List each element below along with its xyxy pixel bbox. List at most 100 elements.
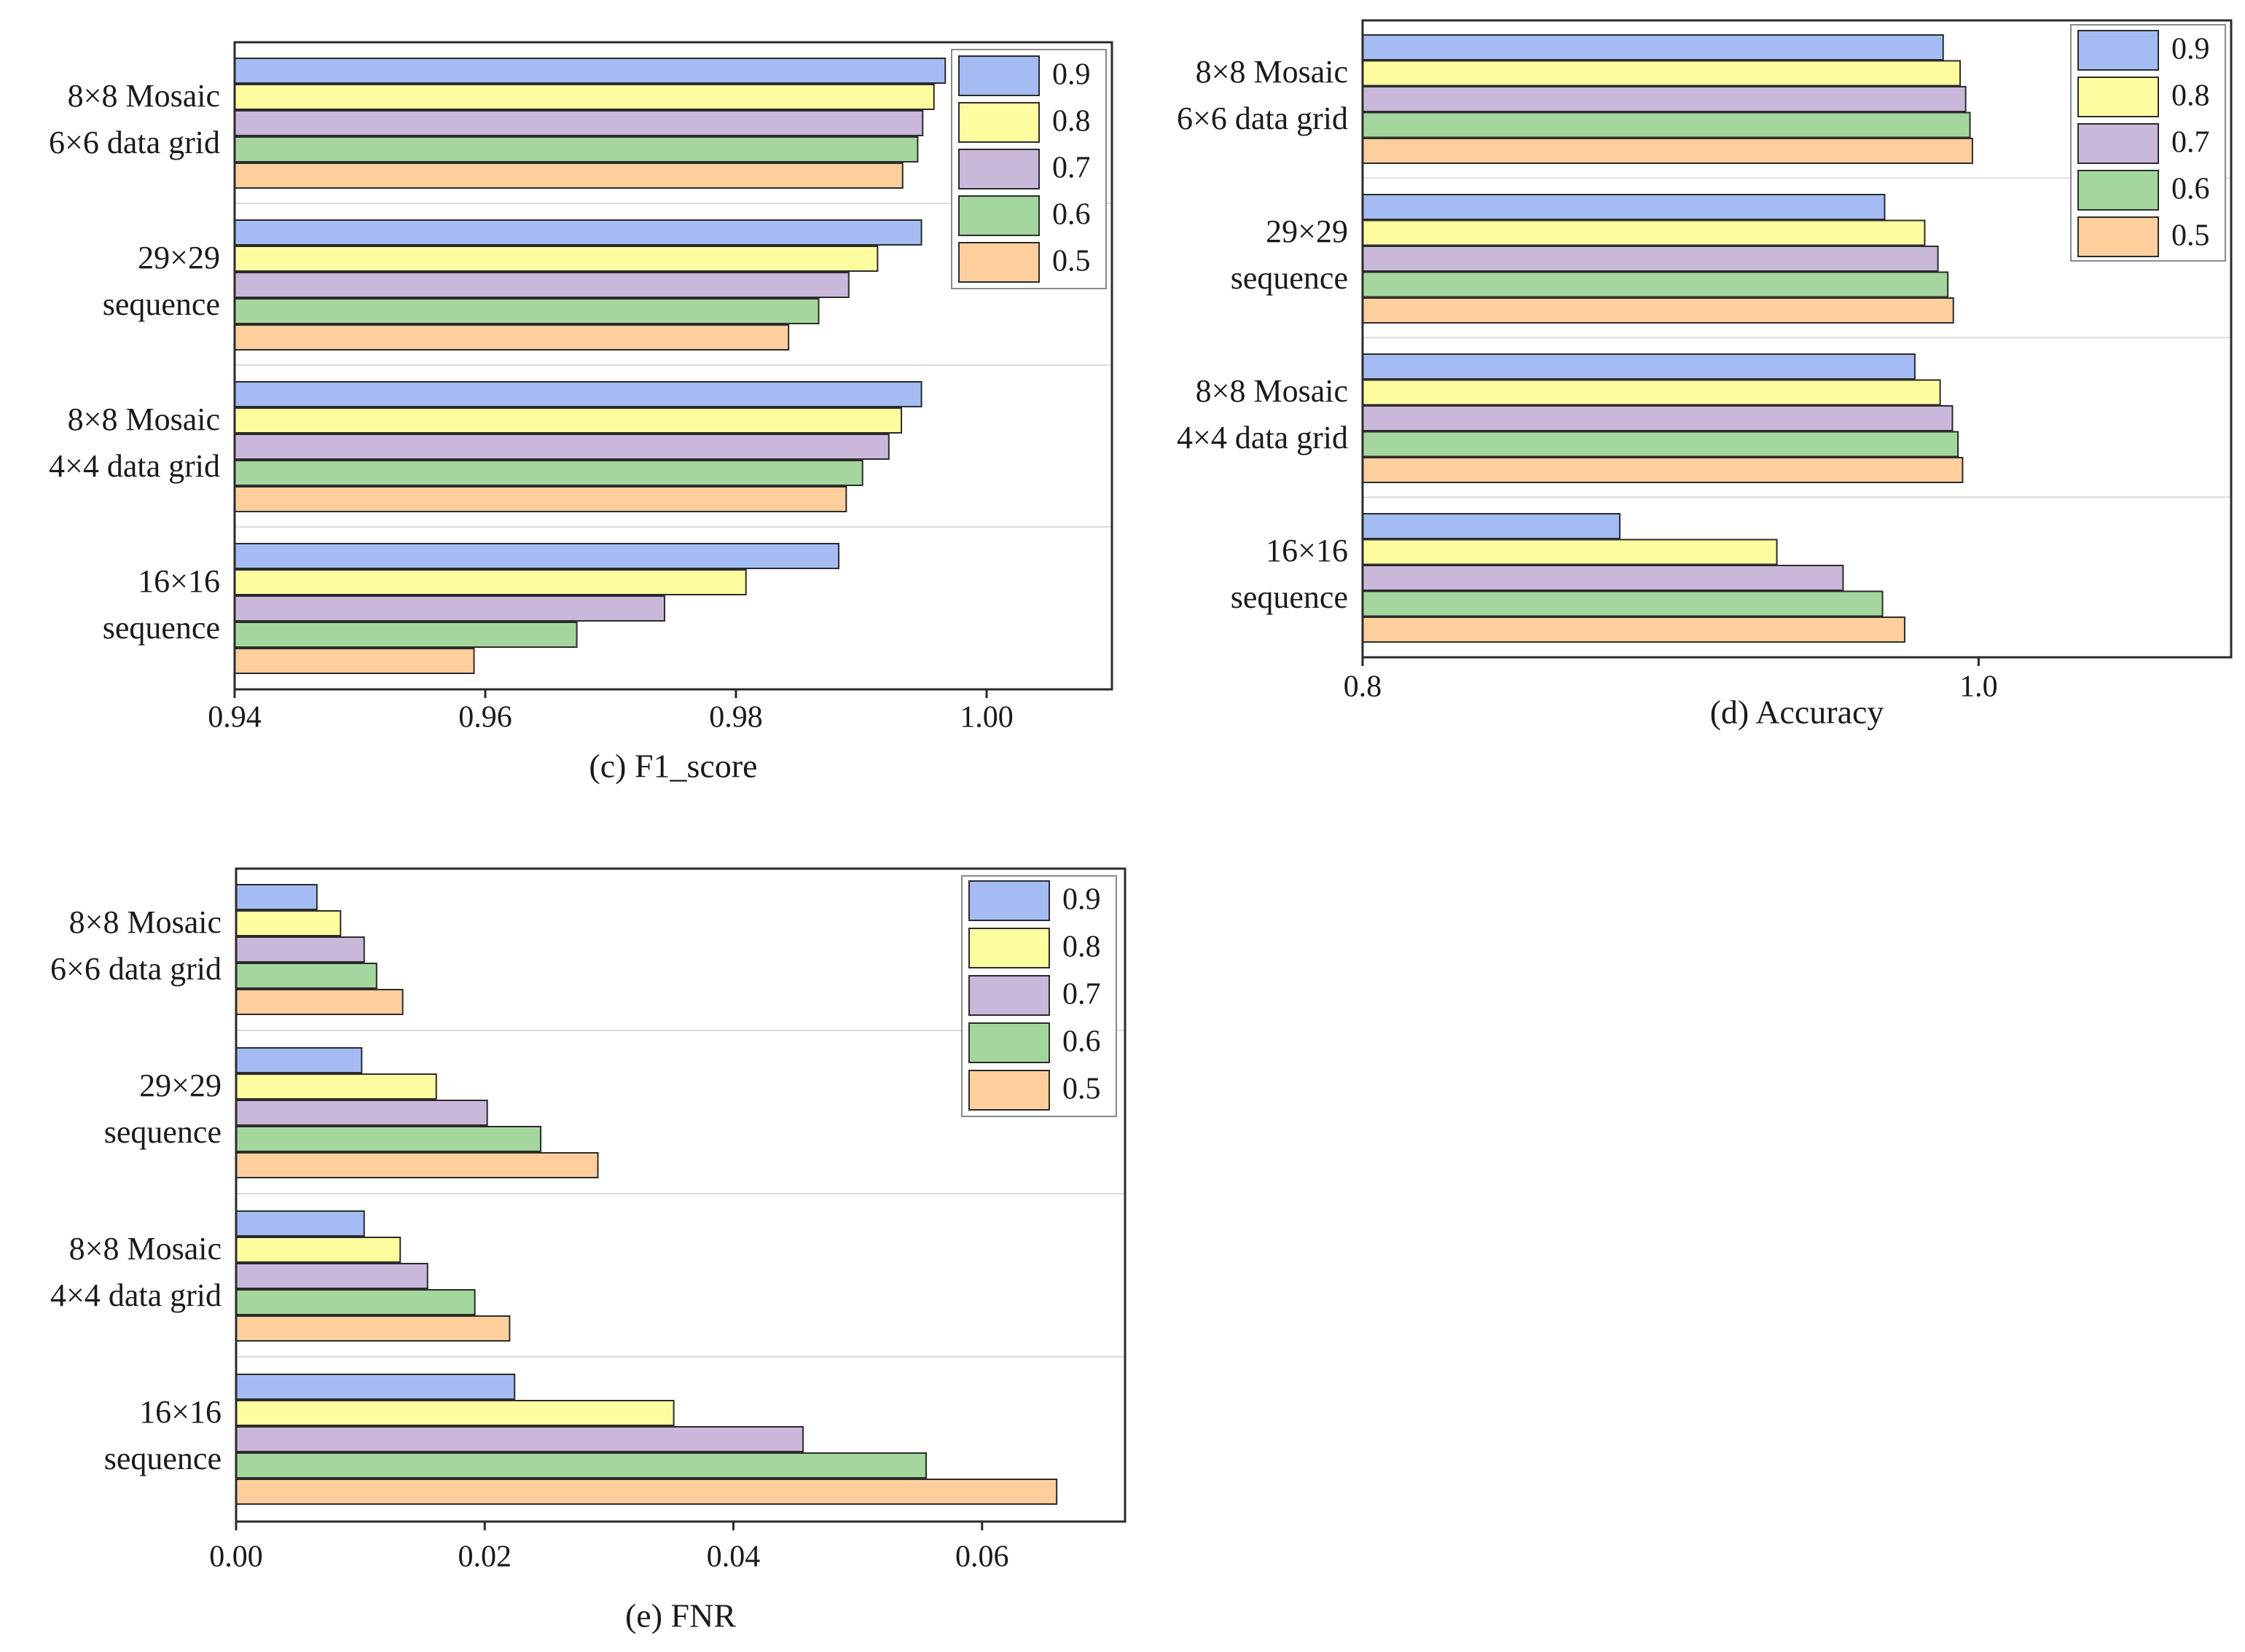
bar <box>235 1126 542 1152</box>
bar <box>235 884 318 910</box>
bar <box>234 298 820 324</box>
bar <box>1362 138 1973 164</box>
bar <box>234 460 863 486</box>
bar <box>235 1479 1058 1505</box>
bar <box>234 648 475 674</box>
bar <box>235 1263 428 1289</box>
x-tick-label: 0.04 <box>707 1541 761 1574</box>
legend-label: 0.6 <box>1052 198 1091 232</box>
x-tick-label: 0.96 <box>458 701 512 735</box>
bar <box>1362 590 1884 617</box>
x-tick-label: 0.94 <box>208 701 262 735</box>
legend-swatch <box>2077 123 2159 164</box>
category-label: 6×6 data grid <box>1177 101 1348 136</box>
bar <box>234 110 924 136</box>
bar <box>1362 513 1621 539</box>
chart-panel-2: 8×8 Mosaic 6×6 data grid 29×29 sequence 8×8 … <box>1177 19 2233 731</box>
category-label: 6×6 data grid <box>49 125 220 160</box>
legend-swatch <box>968 928 1050 968</box>
legend-swatch <box>958 195 1040 236</box>
category-label: 4×4 data grid <box>50 1277 222 1313</box>
category-label: 16×16 <box>1266 533 1348 568</box>
bar <box>235 1047 363 1073</box>
bar <box>1362 246 1939 272</box>
bar <box>234 381 922 407</box>
bar <box>1362 457 1964 483</box>
plot-frame <box>1361 19 2233 659</box>
legend-label: 0.5 <box>2171 219 2210 253</box>
category-label: 8×8 Mosaic <box>69 1231 222 1267</box>
bar <box>235 1374 516 1400</box>
category-label: 16×16 <box>139 1394 222 1430</box>
plot-frame <box>233 41 1113 691</box>
legend-label: 0.7 <box>2171 126 2210 160</box>
legend-swatch <box>958 102 1040 143</box>
bar <box>235 1452 927 1479</box>
legend: 0.9 0.8 0.7 0.6 0.5 <box>961 875 1117 1117</box>
bar <box>234 58 947 84</box>
category-label: 16×16 <box>138 563 220 599</box>
legend-label: 0.8 <box>1052 105 1091 138</box>
bar <box>1362 86 1967 112</box>
legend-swatch <box>968 880 1050 921</box>
bar <box>234 136 919 163</box>
legend-label: 0.7 <box>1052 152 1091 185</box>
x-tick-label: 0.02 <box>458 1541 512 1574</box>
category-label: 8×8 Mosaic <box>1196 54 1348 90</box>
bar <box>235 936 365 963</box>
legend: 0.9 0.8 0.7 0.6 0.5 <box>951 49 1107 289</box>
bar <box>1362 194 1886 220</box>
bar <box>234 434 890 460</box>
category-label: 29×29 <box>139 1068 222 1103</box>
bar <box>1362 219 1926 246</box>
bar <box>234 407 903 434</box>
bar <box>234 543 840 569</box>
bar <box>235 989 404 1015</box>
category-label: 8×8 Mosaic <box>1196 373 1348 409</box>
bar <box>234 163 904 189</box>
bar <box>1362 616 1905 643</box>
category-label: 8×8 Mosaic <box>68 402 220 437</box>
category-label: 8×8 Mosaic <box>68 78 220 114</box>
legend-swatch <box>968 1070 1050 1111</box>
legend-label: 0.9 <box>1052 58 1091 92</box>
legend-swatch <box>958 55 1040 96</box>
category-label: sequence <box>104 1441 222 1476</box>
bar <box>234 246 879 272</box>
legend-swatch <box>2077 170 2159 211</box>
bar <box>234 272 850 298</box>
chart-panel-1: 8×8 Mosaic 6×6 data grid 29×29 sequence 8×8 … <box>49 41 1113 785</box>
legend-swatch <box>958 242 1040 283</box>
bar <box>1362 379 1941 406</box>
legend-label: 0.6 <box>2171 173 2210 206</box>
chart-panel-3: 8×8 Mosaic 6×6 data grid 29×29 sequence 8×8 … <box>50 867 1127 1635</box>
category-label: sequence <box>1231 260 1348 296</box>
bar <box>234 486 847 512</box>
bar <box>235 1100 488 1126</box>
bar <box>1362 60 1962 87</box>
x-axis-title: (c) F1_score <box>589 748 757 785</box>
legend-swatch <box>968 975 1050 1016</box>
bar <box>235 1400 675 1426</box>
x-tick-label: 0.8 <box>1344 670 1382 704</box>
legend-label: 0.9 <box>1062 883 1101 917</box>
category-label: 6×6 data grid <box>50 951 222 987</box>
legend-swatch <box>2077 30 2159 71</box>
category-label: sequence <box>104 1114 222 1150</box>
bar <box>1362 34 1944 60</box>
x-tick-label: 1.0 <box>1959 670 1998 704</box>
bar <box>1362 405 1954 431</box>
x-tick-label: 0.00 <box>209 1541 263 1574</box>
legend-label: 0.5 <box>1062 1073 1101 1106</box>
x-tick-label: 0.06 <box>955 1541 1009 1574</box>
bar <box>235 1315 511 1342</box>
bar <box>1362 297 1954 324</box>
category-label: sequence <box>103 286 220 322</box>
legend: 0.9 0.8 0.7 0.6 0.5 <box>2070 24 2226 262</box>
bar <box>235 963 377 989</box>
category-label: 29×29 <box>1266 214 1348 249</box>
category-label: 4×4 data grid <box>49 448 220 484</box>
bar <box>235 1073 437 1100</box>
x-axis-title: (d) Accuracy <box>1710 694 1884 731</box>
bar <box>1362 271 1949 298</box>
